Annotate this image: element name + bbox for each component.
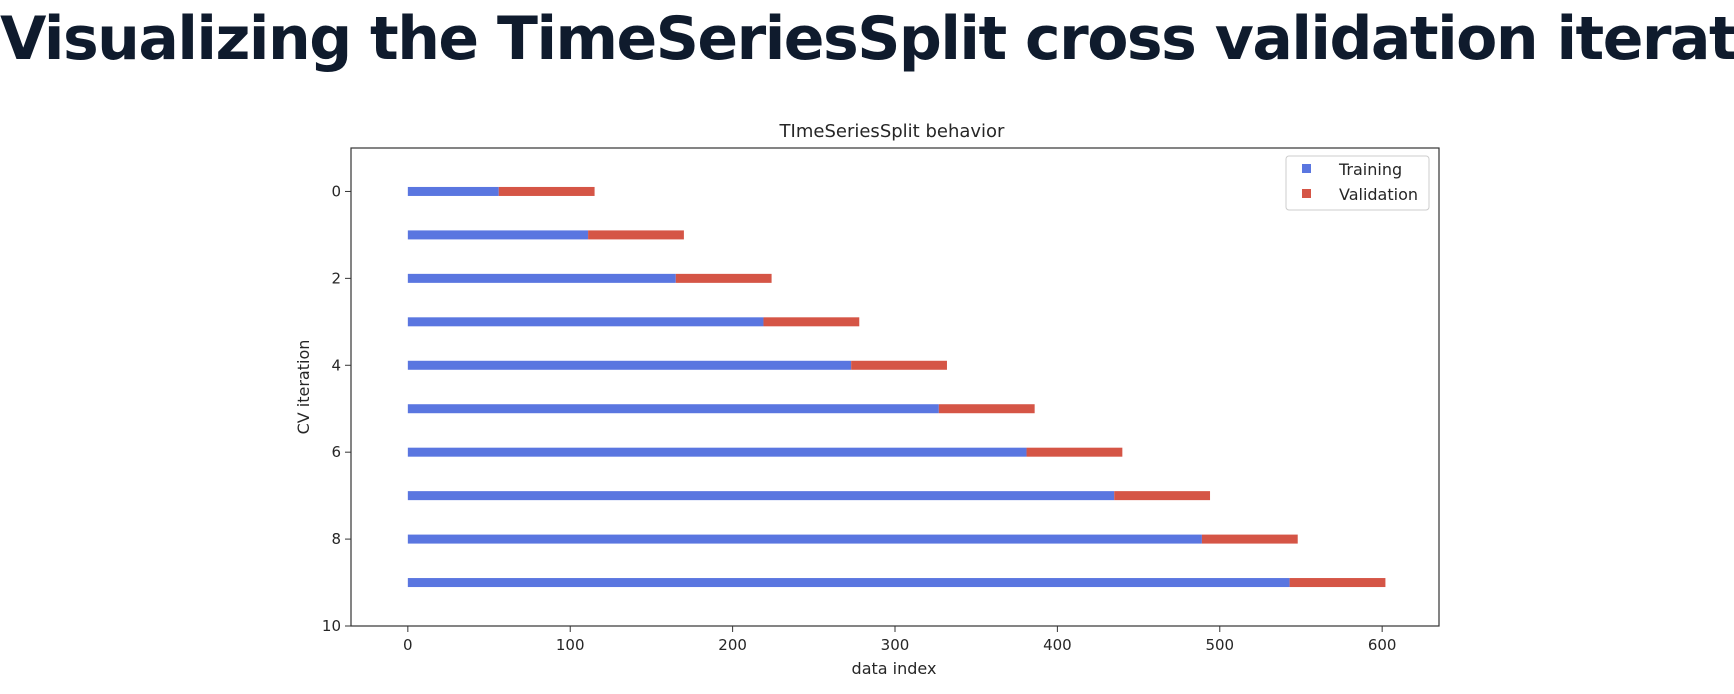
validation-bar-6 bbox=[1026, 447, 1123, 457]
slide-title: Visualizing the TimeSeriesSplit cross va… bbox=[0, 4, 1734, 74]
x-tick-label: 500 bbox=[1205, 636, 1234, 654]
validation-bar-1 bbox=[588, 230, 684, 240]
training-bar-6 bbox=[407, 447, 1027, 457]
legend-frame bbox=[1285, 155, 1430, 211]
legend: Training Validation bbox=[1285, 155, 1430, 211]
y-tick-label: 10 bbox=[322, 617, 341, 635]
x-axis-ticks: 0 100 200 300 400 500 600 bbox=[403, 626, 1396, 654]
validation-bar-7 bbox=[1114, 491, 1211, 501]
y-axis-ticks: 0 2 4 6 8 10 bbox=[322, 182, 351, 635]
x-axis-label: data index bbox=[852, 659, 937, 678]
training-bar-5 bbox=[407, 404, 939, 414]
validation-bar-0 bbox=[498, 186, 595, 196]
plot-frame bbox=[350, 147, 1440, 627]
y-tick-label: 2 bbox=[331, 269, 341, 287]
legend-swatch-training bbox=[1302, 164, 1311, 173]
training-bar-8 bbox=[407, 534, 1202, 544]
y-tick-label: 6 bbox=[331, 443, 341, 461]
x-tick-label: 400 bbox=[1043, 636, 1072, 654]
training-bar-9 bbox=[407, 578, 1290, 588]
y-axis-label: CV iteration bbox=[294, 340, 313, 435]
validation-bar-8 bbox=[1201, 534, 1298, 544]
training-bar-2 bbox=[407, 273, 676, 283]
validation-bar-9 bbox=[1289, 578, 1386, 588]
chart-title: TImeSeriesSplit behavior bbox=[779, 121, 1006, 142]
validation-bar-5 bbox=[938, 404, 1035, 414]
x-tick-label: 600 bbox=[1368, 636, 1397, 654]
training-bar-0 bbox=[407, 186, 499, 196]
y-tick-label: 8 bbox=[331, 530, 341, 548]
y-tick-label: 4 bbox=[331, 356, 341, 374]
training-bar-1 bbox=[407, 230, 589, 240]
x-tick-label: 0 bbox=[403, 636, 413, 654]
legend-swatch-validation bbox=[1302, 189, 1311, 198]
x-tick-label: 300 bbox=[881, 636, 910, 654]
x-tick-label: 100 bbox=[556, 636, 585, 654]
y-tick-label: 0 bbox=[331, 182, 341, 200]
validation-bar-2 bbox=[675, 273, 772, 283]
x-tick-label: 200 bbox=[718, 636, 747, 654]
legend-label-validation: Validation bbox=[1339, 185, 1418, 204]
bars-group bbox=[407, 186, 1386, 588]
training-bar-4 bbox=[407, 360, 852, 370]
legend-label-training: Training bbox=[1338, 160, 1402, 179]
training-bar-7 bbox=[407, 491, 1115, 501]
validation-bar-3 bbox=[763, 317, 860, 327]
training-bar-3 bbox=[407, 317, 764, 327]
validation-bar-4 bbox=[851, 360, 947, 370]
